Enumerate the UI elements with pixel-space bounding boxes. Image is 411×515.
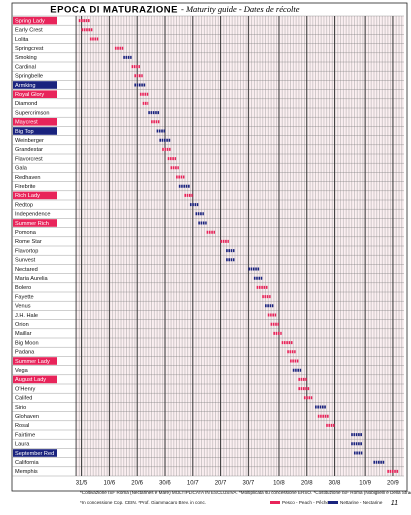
footnote: *Coltivazione ISF Roma (Nectarines e Mar… [80,490,411,495]
row-label: Bolero [15,285,31,291]
x-tick-label: 30/7 [242,481,254,487]
row-label: Venus [15,304,31,310]
row-label: Glohaven [15,414,39,420]
footnote: *In concessione Cop. CEIN. *Prof. Giamma… [80,500,206,505]
label-highlight [13,219,57,227]
label-highlight [13,90,57,98]
row-label: Orion [15,322,29,328]
x-tick-label: 31/5 [76,481,88,487]
row-label: Weinberger [15,138,44,144]
row-label: Pomona [15,230,37,236]
row-label: Redtop [15,202,33,208]
page-number: 11 [391,500,398,507]
row-label: Vega [15,368,29,374]
row-label: Maillar [15,331,32,337]
row-label: Califed [15,396,32,402]
row-label: Supercrimson [15,110,50,116]
row-label: Flavorcrest [15,156,43,162]
row-label: Laura [15,442,30,448]
row-label: Spring Lady [15,18,45,24]
row-label: Nectared [15,267,38,273]
x-tick-label: 10/9 [359,481,371,487]
label-highlight [13,357,57,365]
row-label: Rosal [15,423,29,429]
row-label: September Red [15,451,54,457]
row-label: Early Crest [15,28,43,34]
legend-label: Pesco - Peach - Pêcher [282,500,331,505]
row-label: Rich Lady [15,193,40,199]
label-highlight [13,16,57,25]
legend-label: Nettarine - Nectarine [340,500,383,505]
row-label: Redhaven [15,175,41,181]
x-tick-label: 30/6 [159,481,171,487]
chart-title: EPOCA DI MATURAZIONE [50,5,178,16]
label-highlight [13,375,57,384]
row-label: Big Top [15,129,34,135]
row-label: Armking [15,83,36,89]
row-label: Rome Star [15,239,42,245]
row-label: Summer Rich [15,221,49,227]
label-highlight [13,191,57,200]
row-label: Smoking [15,55,37,61]
row-label: Memphis [15,469,38,475]
plot-area [76,16,404,476]
row-label: Diamond [15,101,37,107]
label-highlight [13,118,57,126]
row-label: Grandestar [15,147,43,153]
frame [11,2,408,492]
chart-subtitle: - Maturity guide - Dates de récolte [181,4,300,14]
row-label: Fayette [15,294,34,300]
row-label: Springbelle [15,74,43,80]
row-label: Maria Aurelia [15,276,49,282]
row-label: Independence [15,212,50,218]
row-label: Sirio [15,405,26,411]
row-label: Maycrest [15,120,38,126]
row-label: Big Moon [15,340,39,346]
row-label: Firebrite [15,184,36,190]
label-highlight [13,449,57,457]
legend-swatch [328,501,338,504]
x-tick-label: 20/8 [301,481,313,487]
row-label: Cardinal [15,64,36,70]
row-label: Lolita [15,37,29,43]
row-label: O'Henry [15,386,36,392]
row-label: J.H. Hale [15,313,38,319]
row-label: Royal Glory [15,92,44,98]
x-tick-label: 10/8 [273,481,285,487]
x-tick-label: 10/6 [104,481,116,487]
x-tick-label: 20/6 [131,481,143,487]
row-label: California [15,460,40,466]
row-label: Sunvest [15,258,36,264]
label-highlight [13,127,57,135]
row-label: August Lady [15,377,46,383]
x-tick-label: 20/7 [215,481,227,487]
x-tick-label: 30/8 [329,481,341,487]
x-tick-label: 10/7 [187,481,199,487]
row-label: Gala [15,166,28,172]
legend-swatch [270,501,280,504]
row-label: Springcrest [15,46,44,52]
row-label: Padana [15,350,35,356]
x-tick-label: 20/9 [387,481,399,487]
row-label: Flavortop [15,248,38,254]
row-label: Summer Lady [15,359,50,365]
row-label: Fairtime [15,432,35,438]
label-highlight [13,81,57,89]
